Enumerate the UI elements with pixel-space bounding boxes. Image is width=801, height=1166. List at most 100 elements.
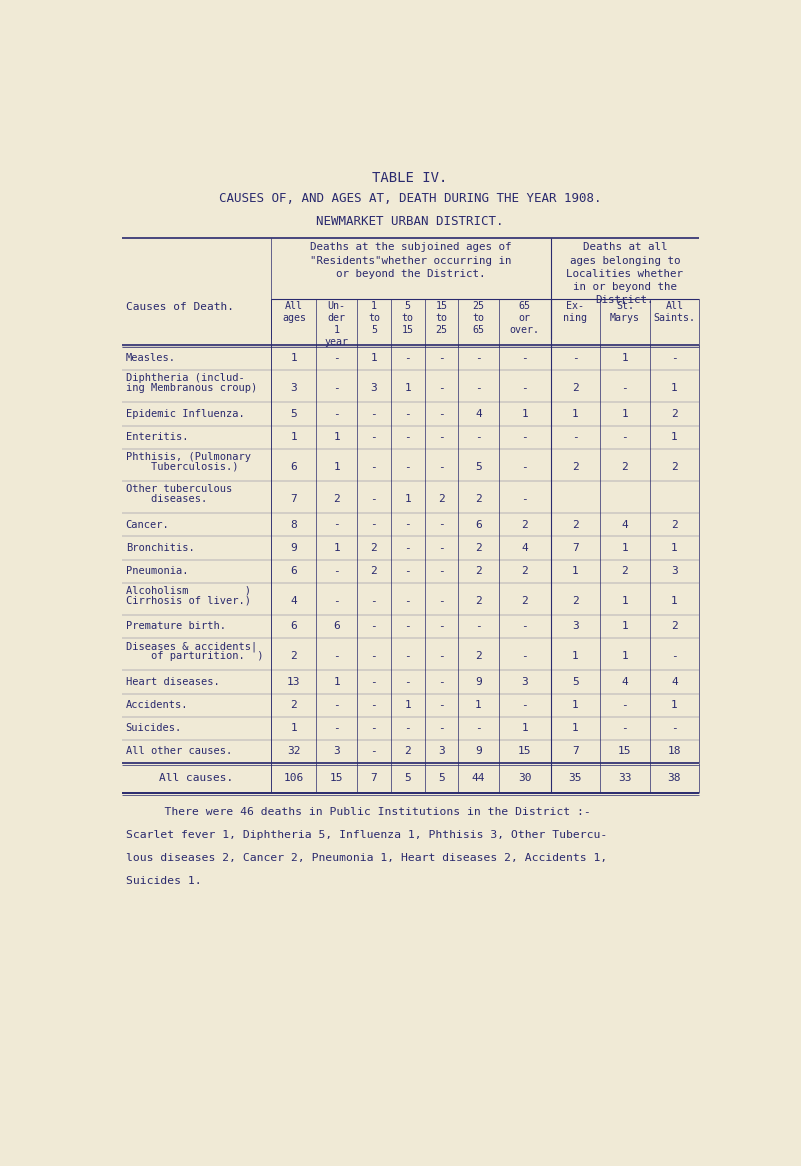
Text: There were 46 deaths in Public Institutions in the District :-: There were 46 deaths in Public Instituti… <box>137 807 591 816</box>
Text: -: - <box>371 621 377 631</box>
Text: -: - <box>371 651 377 661</box>
Text: 32: 32 <box>288 746 300 756</box>
Text: -: - <box>371 676 377 687</box>
Text: 2: 2 <box>572 384 579 393</box>
Text: 2: 2 <box>671 462 678 472</box>
Text: 44: 44 <box>472 773 485 782</box>
Text: 1: 1 <box>671 384 678 393</box>
Text: 5: 5 <box>438 773 445 782</box>
Text: 2: 2 <box>371 542 377 553</box>
Text: 2: 2 <box>475 542 482 553</box>
Text: 65
or
over.: 65 or over. <box>509 301 540 335</box>
Text: 2: 2 <box>438 494 445 504</box>
Text: 5: 5 <box>475 462 482 472</box>
Text: -: - <box>622 431 628 442</box>
Text: Diphtheria (includ-: Diphtheria (includ- <box>126 373 244 384</box>
Text: -: - <box>438 384 445 393</box>
Text: -: - <box>371 494 377 504</box>
Text: 33: 33 <box>618 773 632 782</box>
Text: 1: 1 <box>572 700 579 710</box>
Text: 1: 1 <box>671 596 678 606</box>
Text: 7: 7 <box>291 494 297 504</box>
Text: 1: 1 <box>333 462 340 472</box>
Text: -: - <box>371 520 377 529</box>
Text: -: - <box>333 651 340 661</box>
Text: -: - <box>405 542 411 553</box>
Text: 1: 1 <box>671 431 678 442</box>
Text: Ex-
ning: Ex- ning <box>563 301 587 323</box>
Text: 6: 6 <box>475 520 482 529</box>
Text: -: - <box>405 723 411 732</box>
Text: NEWMARKET URBAN DISTRICT.: NEWMARKET URBAN DISTRICT. <box>316 215 504 227</box>
Text: Premature birth.: Premature birth. <box>126 621 226 631</box>
Text: -: - <box>438 542 445 553</box>
Text: -: - <box>371 700 377 710</box>
Text: 2: 2 <box>572 520 579 529</box>
Text: 1: 1 <box>622 542 628 553</box>
Text: 15: 15 <box>618 746 632 756</box>
Text: 2: 2 <box>572 596 579 606</box>
Text: 2: 2 <box>475 596 482 606</box>
Text: -: - <box>521 431 528 442</box>
Text: -: - <box>371 462 377 472</box>
Text: -: - <box>405 353 411 364</box>
Text: CAUSES OF, AND AGES AT, DEATH DURING THE YEAR 1908.: CAUSES OF, AND AGES AT, DEATH DURING THE… <box>219 192 602 205</box>
Text: -: - <box>438 462 445 472</box>
Text: 2: 2 <box>572 462 579 472</box>
Text: -: - <box>333 566 340 576</box>
Text: 30: 30 <box>518 773 531 782</box>
Text: -: - <box>371 408 377 419</box>
Text: -: - <box>438 621 445 631</box>
Text: -: - <box>438 520 445 529</box>
Text: 5
to
15: 5 to 15 <box>401 301 413 335</box>
Text: -: - <box>371 746 377 756</box>
Text: -: - <box>371 431 377 442</box>
Text: -: - <box>371 723 377 732</box>
Text: Causes of Death.: Causes of Death. <box>126 302 234 312</box>
Text: -: - <box>622 723 628 732</box>
Text: 1: 1 <box>333 542 340 553</box>
Text: -: - <box>405 462 411 472</box>
Text: -: - <box>521 462 528 472</box>
Text: 5: 5 <box>405 773 411 782</box>
Text: -: - <box>333 408 340 419</box>
Text: 6: 6 <box>291 566 297 576</box>
Text: 5: 5 <box>291 408 297 419</box>
Text: 2: 2 <box>475 494 482 504</box>
Text: 1: 1 <box>405 700 411 710</box>
Text: 1: 1 <box>371 353 377 364</box>
Text: 2: 2 <box>475 566 482 576</box>
Text: Suicides 1.: Suicides 1. <box>126 876 201 886</box>
Text: 1: 1 <box>405 384 411 393</box>
Text: -: - <box>333 700 340 710</box>
Text: All
ages: All ages <box>282 301 306 323</box>
Text: Epidemic Influenza.: Epidemic Influenza. <box>126 408 244 419</box>
Text: 2: 2 <box>671 520 678 529</box>
Text: 9: 9 <box>475 746 482 756</box>
Text: 1: 1 <box>572 566 579 576</box>
Text: -: - <box>405 621 411 631</box>
Text: Cancer.: Cancer. <box>126 520 170 529</box>
Text: 9: 9 <box>475 676 482 687</box>
Text: 1: 1 <box>622 651 628 661</box>
Text: 1: 1 <box>291 431 297 442</box>
Text: 6: 6 <box>333 621 340 631</box>
Text: 9: 9 <box>291 542 297 553</box>
Text: 1: 1 <box>572 651 579 661</box>
Text: 1: 1 <box>572 408 579 419</box>
Text: Cirrhosis of liver.): Cirrhosis of liver.) <box>126 596 251 606</box>
Text: TABLE IV.: TABLE IV. <box>372 170 448 184</box>
Text: -: - <box>475 431 482 442</box>
Text: 2: 2 <box>622 462 628 472</box>
Text: 4: 4 <box>291 596 297 606</box>
Text: 1: 1 <box>521 723 528 732</box>
Text: 2: 2 <box>622 566 628 576</box>
Text: of parturition.  ): of parturition. ) <box>126 651 264 661</box>
Text: 2: 2 <box>475 651 482 661</box>
Text: -: - <box>333 384 340 393</box>
Text: -: - <box>405 676 411 687</box>
Text: 3: 3 <box>572 621 579 631</box>
Text: 1
to
5: 1 to 5 <box>368 301 380 335</box>
Text: Scarlet fever 1, Diphtheria 5, Influenza 1, Phthisis 3, Other Tubercu-: Scarlet fever 1, Diphtheria 5, Influenza… <box>126 830 607 840</box>
Text: 3: 3 <box>333 746 340 756</box>
